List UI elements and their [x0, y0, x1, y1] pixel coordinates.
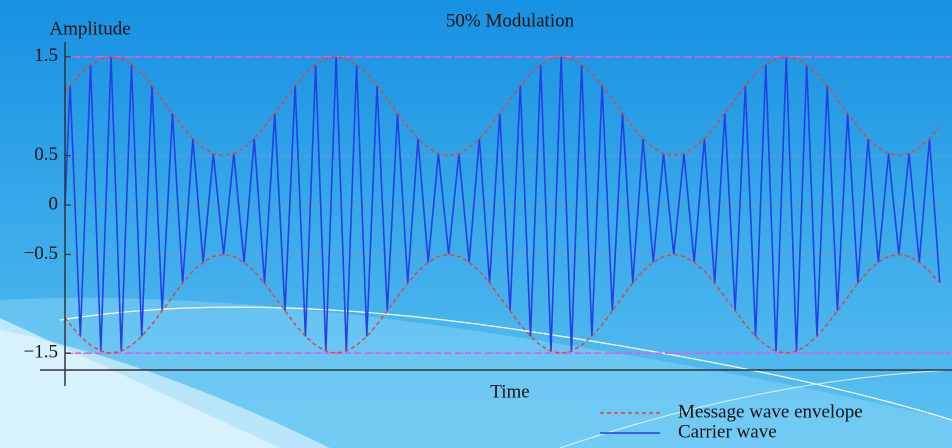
y-tick-label: −0.5 [24, 243, 58, 264]
legend-label: Carrier wave [678, 421, 777, 442]
y-tick-label: 0 [49, 193, 59, 214]
y-tick-label: 0.5 [34, 144, 58, 165]
y-tick-label: 1.5 [34, 45, 58, 66]
y-axis-label: Amplitude [49, 18, 130, 39]
chart-title: 50% Modulation [446, 10, 575, 31]
x-axis-label: Time [490, 381, 529, 402]
chart: 50% Modulation Amplitude Time Message wa… [0, 0, 952, 448]
y-tick-label: −1.5 [24, 342, 58, 363]
legend-label: Message wave envelope [678, 401, 863, 422]
